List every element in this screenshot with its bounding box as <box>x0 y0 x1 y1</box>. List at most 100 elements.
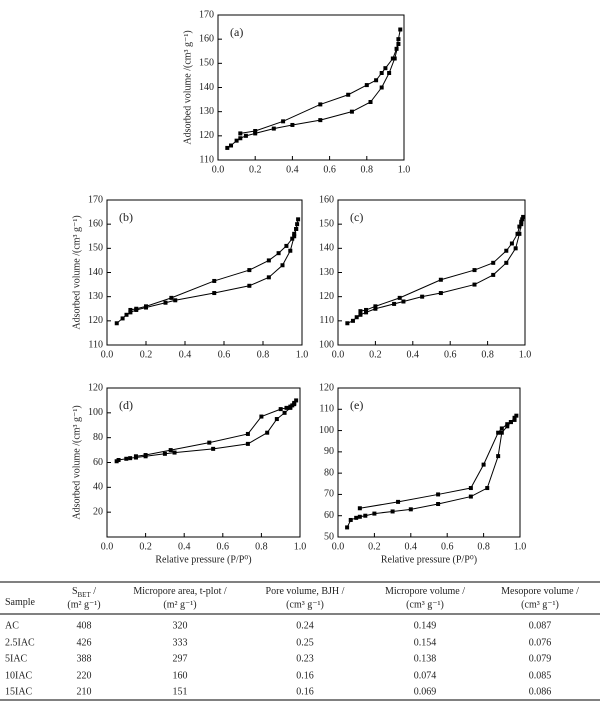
data-point <box>124 312 129 317</box>
x-tick-label: 0.2 <box>140 349 153 360</box>
panel-label: (c) <box>350 210 363 224</box>
x-tick-label: 0.0 <box>332 541 345 552</box>
x-tick-label: 0.8 <box>361 164 374 175</box>
data-point <box>247 268 252 273</box>
data-point <box>499 426 504 431</box>
table-cell: 0.074 <box>414 670 437 681</box>
data-point <box>238 131 243 136</box>
y-tick-label: 150 <box>319 218 334 229</box>
data-point <box>294 227 299 231</box>
data-point <box>169 295 174 300</box>
data-point <box>358 312 363 317</box>
data-point <box>383 66 388 71</box>
x-tick-label: 0.4 <box>405 541 418 552</box>
y-tick-label: 130 <box>199 106 214 117</box>
data-point <box>485 486 490 491</box>
y-tick-label: 160 <box>199 33 214 44</box>
data-point <box>288 404 293 409</box>
data-point <box>114 321 119 326</box>
data-point <box>505 422 510 427</box>
data-point <box>253 131 258 136</box>
data-point <box>364 83 369 88</box>
y-tick-label: 110 <box>319 315 334 326</box>
data-point <box>128 310 133 315</box>
x-tick-label: 0.0 <box>332 349 345 360</box>
data-point <box>379 71 384 75</box>
data-point <box>134 306 139 311</box>
data-point <box>354 315 359 320</box>
y-tick-label: 110 <box>88 339 103 350</box>
table-cell: 0.154 <box>414 637 437 648</box>
table-cell: 297 <box>173 653 188 664</box>
table-cell: 0.076 <box>529 637 552 648</box>
x-tick-label: 0.2 <box>368 541 381 552</box>
y-tick-label: 120 <box>319 382 334 393</box>
table-header-unit: (m² g⁻¹) <box>163 599 196 610</box>
table-cell: 210 <box>77 686 92 697</box>
y-tick-label: 70 <box>324 489 334 500</box>
y-tick-label: 150 <box>199 58 214 69</box>
table-cell: 388 <box>77 653 92 664</box>
data-point <box>292 400 297 405</box>
data-point <box>266 258 271 263</box>
table-cell: 160 <box>173 670 188 681</box>
series-line <box>130 219 299 311</box>
series-line <box>135 400 297 457</box>
data-point <box>436 502 441 507</box>
y-tick-label: 90 <box>324 446 334 457</box>
x-tick-label: 0.0 <box>212 164 225 175</box>
table-cell: 0.149 <box>414 620 437 631</box>
table-header: SBET / <box>72 586 96 598</box>
table-header-unit: (cm³ g⁻¹) <box>406 599 444 610</box>
data-point <box>387 71 392 75</box>
y-tick-label: 120 <box>88 315 103 326</box>
y-tick-label: 120 <box>319 291 334 302</box>
table-cell: 151 <box>173 686 188 697</box>
y-tick-label: 80 <box>324 467 334 478</box>
data-point <box>491 260 496 265</box>
data-point <box>491 272 496 277</box>
series-line <box>346 419 515 528</box>
data-point <box>211 446 216 451</box>
y-tick-label: 160 <box>88 218 103 229</box>
x-tick-label: 1.0 <box>514 541 527 552</box>
data-point <box>163 300 168 305</box>
y-tick-label: 140 <box>88 267 103 278</box>
data-point <box>372 511 377 516</box>
y-tick-label: 130 <box>319 267 334 278</box>
table-cell: 0.24 <box>296 620 314 631</box>
y-tick-label: 100 <box>319 425 334 436</box>
data-point <box>294 398 299 403</box>
data-point <box>519 219 524 224</box>
data-point <box>349 109 354 114</box>
data-point <box>505 424 510 429</box>
data-point <box>373 306 378 311</box>
data-point <box>520 217 525 222</box>
table-cell: 15IAC <box>5 686 33 697</box>
data-point <box>508 420 513 425</box>
data-point <box>481 462 486 467</box>
data-point <box>392 301 397 306</box>
data-point <box>514 413 519 418</box>
y-tick-label: 50 <box>324 531 334 542</box>
data-point <box>509 241 514 246</box>
data-point <box>499 430 504 435</box>
data-point <box>318 118 323 123</box>
data-point <box>225 145 230 150</box>
x-tick-label: 0.8 <box>477 541 490 552</box>
data-point <box>265 430 270 435</box>
data-point <box>207 440 212 445</box>
data-point <box>515 231 520 236</box>
y-tick-label: 20 <box>93 506 103 517</box>
plot-frame <box>217 14 405 161</box>
data-point <box>271 126 276 131</box>
table-cell: 0.079 <box>529 653 552 664</box>
data-point <box>363 513 368 518</box>
data-point <box>513 246 518 251</box>
table-cell: 5IAC <box>5 653 28 664</box>
plot-frame <box>106 199 303 346</box>
data-point <box>504 260 509 265</box>
y-tick-label: 170 <box>88 194 103 205</box>
table-cell: 0.16 <box>296 670 314 681</box>
data-point <box>358 309 363 314</box>
